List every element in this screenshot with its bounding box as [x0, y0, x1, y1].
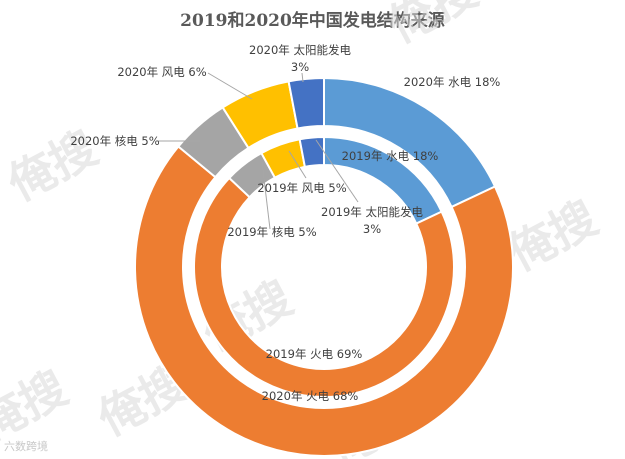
watermark-text: 俺搜 — [378, 0, 485, 54]
label-layer: 2019年 水电 18% 2019年 火电 69% 2019年 核电 5% 2019年… — [70, 43, 500, 403]
data-label-2020-hydro: 2020年 水电 18% — [404, 75, 501, 89]
chart-title: 2019和2020年中国发电结构来源 — [180, 11, 445, 31]
watermark-text: 俺搜 — [498, 190, 605, 281]
data-label-2020-wind: 2020年 风电 6% — [117, 65, 206, 79]
data-label-2019-thermal: 2019年 火电 69% — [266, 347, 363, 361]
leader-line-2019-nuclear — [261, 161, 271, 230]
slice-2019-thermal — [193, 176, 455, 398]
data-label-2019-hydro: 2019年 水电 18% — [342, 149, 439, 163]
slice-2020-solar — [287, 76, 325, 130]
leader-layer — [157, 72, 359, 230]
data-label-2019-nuclear: 2019年 核电 5% — [227, 225, 316, 239]
leader-line-2020-solar — [301, 72, 304, 83]
ring-layer — [134, 76, 514, 457]
leader-line-2020-wind — [207, 72, 253, 100]
data-label-2019-wind: 2019年 风电 5% — [257, 181, 346, 195]
slice-2020-thermal — [134, 145, 514, 457]
data-label-2019-solar: 2019年 太阳能发电 3% — [321, 205, 423, 236]
source-watermark: 六数跨境 — [4, 440, 48, 453]
slice-2019-solar — [298, 135, 325, 168]
leader-line-2019-solar — [315, 139, 359, 203]
data-label-2020-solar: 2020年 太阳能发电 3% — [249, 43, 351, 74]
data-label-2020-nuclear: 2020年 核电 5% — [70, 134, 159, 148]
leader-line-2019-wind — [288, 150, 307, 179]
data-label-2020-thermal: 2020年 火电 68% — [262, 389, 359, 403]
